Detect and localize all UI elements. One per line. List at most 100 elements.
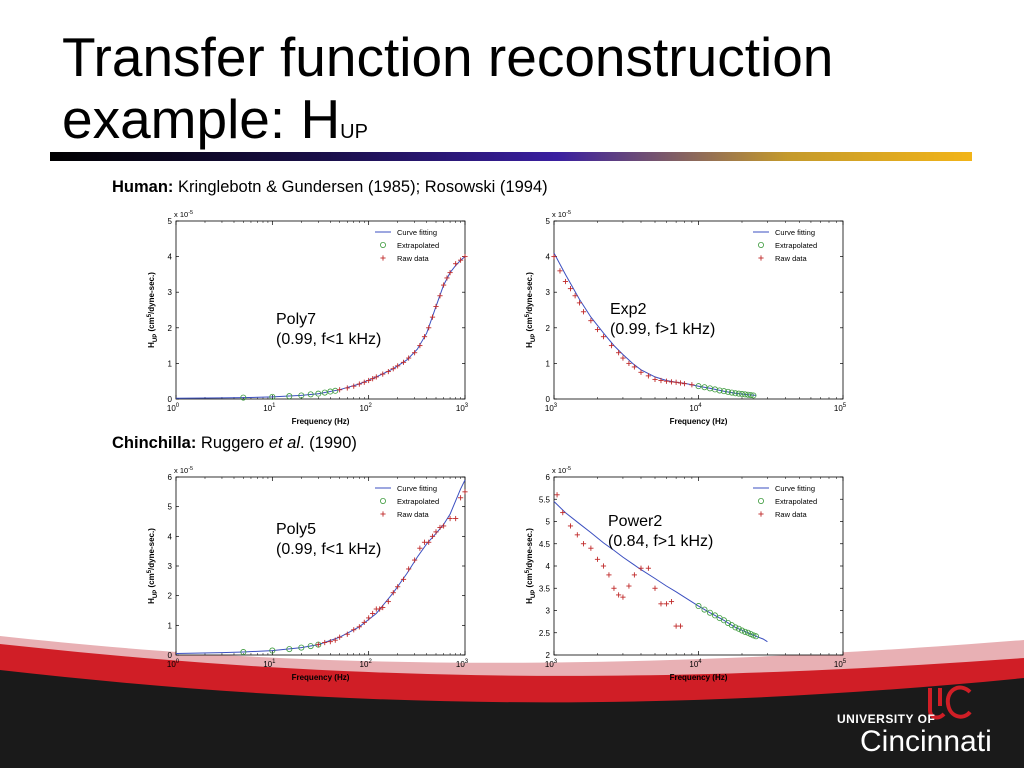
extrapolated-point: [720, 617, 727, 624]
y-label-end: /dyne-sec.): [147, 272, 156, 314]
extrapolated-point: [735, 625, 742, 632]
raw-data-point: [554, 492, 560, 498]
x-tick-label: 101: [263, 659, 276, 669]
raw-data-point: [652, 585, 658, 591]
legend: Curve fitting Extrapolated Raw data: [375, 484, 439, 519]
raw-data-point: [390, 366, 396, 372]
raw-data-point: [608, 343, 615, 349]
y-label-sup: 5: [525, 569, 531, 573]
title-underline: [50, 152, 972, 161]
extrapolated-point: [298, 392, 305, 399]
raw-data-point: [406, 566, 412, 572]
x-tick-exp: 3: [465, 659, 469, 665]
raw-data-point: [412, 350, 418, 356]
y-axis-label: HUP (cm5/dyne-sec.): [525, 528, 537, 604]
raw-data-point: [663, 601, 670, 607]
raw-data-point: [576, 300, 583, 306]
legend-label-extrap: Extrapolated: [775, 497, 817, 506]
raw-data-point: [433, 303, 439, 310]
raw-data-point: [395, 363, 401, 369]
footer-swoosh-dark: [0, 670, 1024, 768]
raw-data-point: [337, 634, 343, 640]
x-tick-exp: 1: [272, 659, 276, 665]
plot-frame: [175, 220, 466, 400]
extrapolated-point: [321, 389, 328, 396]
raw-data-point: [689, 382, 695, 388]
extrapolated-point: [724, 388, 731, 395]
chinchilla-caption-italic: et al: [268, 434, 300, 452]
y-multiplier: x 10-5: [552, 466, 571, 475]
logo-cincinnati: Cincinnati: [860, 725, 992, 758]
raw-data-point: [385, 599, 391, 605]
y-label-h: H: [147, 598, 156, 604]
plot-frame: [553, 220, 844, 400]
y-label-sub: UP: [153, 334, 159, 342]
raw-data-point: [351, 383, 357, 389]
raw-data-point: [663, 378, 670, 384]
legend-label-raw: Raw data: [397, 510, 430, 519]
legend-extrap-swatch: [379, 498, 386, 505]
x-tick-label: 103: [545, 403, 558, 413]
raw-data-point: [366, 377, 372, 384]
legend-label-fit: Curve fitting: [397, 228, 437, 237]
raw-data-point: [417, 343, 423, 349]
raw-data-point: [356, 381, 362, 387]
annotation-poly7: Poly7 (0.99, f<1 kHz): [276, 310, 381, 350]
y-tick-label: 5: [168, 217, 173, 226]
y-tick-label: 1: [168, 621, 173, 630]
extrapolated-point: [750, 632, 757, 639]
raw-data-point: [681, 381, 688, 387]
annotation-power2: Power2 (0.84, f>1 kHz): [608, 512, 713, 552]
x-tick-label: 101: [263, 403, 276, 413]
x-axis-label: Frequency (Hz): [670, 417, 728, 426]
raw-data-point: [606, 572, 612, 578]
x-tick-exp: 3: [465, 403, 469, 409]
human-caption-text: Kringlebotn & Gundersen (1985); Rosowski…: [173, 178, 548, 196]
raw-data-point: [594, 326, 601, 333]
y-label-h: H: [147, 342, 156, 348]
y-axis-label: HUP (cm5/dyne-sec.): [147, 528, 159, 604]
y-label-sub: UP: [531, 590, 537, 598]
y-tick-label: 3: [168, 288, 173, 297]
raw-data-point: [462, 489, 468, 495]
legend-label-extrap: Extrapolated: [775, 241, 817, 250]
chart-human-exp2: 0 1 2 3 4 5 103 104 105 x 10-5 Frequency (Hz) HUP (…: [518, 204, 858, 434]
raw-data-point: [645, 373, 651, 379]
extrapolated-point: [728, 389, 735, 396]
chart-chinchilla-poly5: 0 1 2 3 4 5 6 100 101 102 103 x 10-5 Frequency (Hz) H…: [140, 460, 480, 690]
y-tick-label: 5.5: [539, 495, 551, 504]
raw-data-point: [400, 576, 407, 582]
raw-data-point: [457, 495, 464, 501]
raw-data-point: [572, 293, 578, 299]
raw-data-point: [626, 360, 632, 366]
x-tick-exp: 0: [176, 659, 180, 665]
raw-data-point: [444, 275, 450, 281]
y-label-sub: UP: [153, 590, 159, 598]
y-tick-label: 2: [546, 651, 551, 660]
legend-label-fit: Curve fitting: [775, 484, 815, 493]
raw-data-point: [441, 282, 447, 288]
y-label-mid: (cm: [525, 573, 534, 589]
raw-data-point: [668, 599, 675, 605]
y-label-h: H: [525, 342, 534, 348]
y-tick-label: 5: [546, 518, 551, 527]
raw-data-point: [453, 261, 459, 267]
raw-data-point: [631, 364, 637, 370]
raw-data-point: [457, 257, 464, 263]
y-label-end: /dyne-sec.): [525, 272, 534, 314]
y-tick-label: 1: [168, 359, 173, 368]
x-tick-exp: 5: [843, 403, 847, 409]
extrapolated-point: [286, 646, 293, 653]
y-multiplier-exp: -5: [566, 210, 571, 216]
raw-data-point: [580, 309, 587, 315]
footer-swoosh: [0, 636, 1024, 768]
y-tick-label: 5: [168, 503, 173, 512]
chart-human-poly7: 0 1 2 3 4 5 100 101 102 103 x 10-5 Frequency (Hz) HU…: [140, 204, 480, 434]
raw-data-point: [567, 286, 574, 292]
raw-data-point: [462, 254, 468, 260]
x-tick-label: 103: [456, 659, 469, 669]
raw-data-point: [658, 377, 664, 384]
x-tick-label: 103: [456, 403, 469, 413]
raw-data-point: [395, 584, 401, 590]
